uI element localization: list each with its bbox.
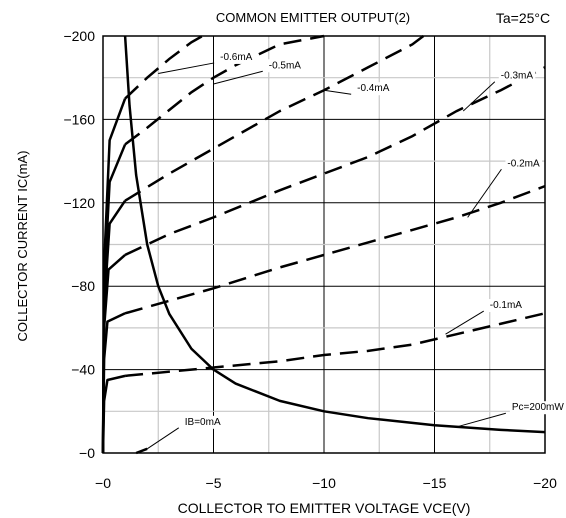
x-tick-label: −0 [95, 475, 111, 491]
series-label-0-2ma: -0.2mA [507, 158, 540, 169]
series-line-ib-0ma [135, 447, 148, 455]
axis-layer: −0 −5 −10 −15 −20 −0 −40 −80 −120 −160 −200 [63, 28, 557, 491]
series-label-0-3ma: -0.3mA [501, 71, 534, 82]
series-leader-0-2ma [467, 168, 502, 218]
y-tick-label: −160 [63, 111, 95, 127]
y-tick-label: −80 [71, 278, 95, 294]
x-tick-label: −10 [312, 475, 336, 491]
series-label-bg-0-4ma [355, 82, 392, 96]
label-layer: IB=0mA -0.1mA -0.2mA -0.3mA -0.4mA -0.5mA -0.6… [146, 50, 566, 450]
y-tick-label: −0 [79, 445, 95, 461]
series-leader-0-1ma [445, 310, 485, 335]
series-label-bg-0-6ma [218, 50, 255, 64]
series-leader-ib-0ma [146, 427, 180, 450]
series-line-0-1ma [101, 374, 126, 454]
series-layer [101, 34, 546, 455]
series-leader-0-3ma [462, 81, 496, 112]
series-line-0-5ma-dashed [124, 34, 325, 146]
series-line-0-1ma-dashed [124, 312, 546, 378]
x-tick-label: −5 [206, 475, 222, 491]
y-tick-label: −120 [63, 195, 95, 211]
series-label-bg-0-2ma [505, 157, 542, 171]
series-line-0-4ma-dashed [124, 35, 425, 202]
series-label-0-1ma: -0.1mA [490, 300, 523, 311]
grid-layer [103, 36, 545, 453]
y-axis-title: COLLECTOR CURRENT IC(mA) [15, 151, 30, 342]
series-line-0-3ma-dashed [124, 66, 546, 257]
series-line-0-6ma [101, 98, 127, 454]
series-label-bg-0-5ma [266, 59, 304, 73]
series-label-0-5ma: -0.5mA [269, 60, 302, 71]
x-tick-label: −15 [423, 475, 447, 491]
x-tick-label: −20 [533, 475, 557, 491]
x-axis-title: COLLECTOR TO EMITTER VOLTAGE VCE(V) [178, 500, 471, 516]
series-label-bg-ib-0ma [182, 415, 223, 429]
y-tick-label: −200 [63, 28, 95, 44]
series-leader-0-5ma [213, 70, 263, 85]
series-label-0-6ma: -0.6mA [220, 52, 253, 63]
series-leader-0-4ma [323, 89, 352, 95]
series-label-bg-0-1ma [487, 299, 525, 313]
series-line-0-2ma-dashed [124, 184, 546, 315]
chart-title: COMMON EMITTER OUTPUT(2) [216, 10, 410, 25]
chart-condition: Ta=25°C [496, 10, 550, 26]
series-label-bg-0-3ma [498, 69, 536, 83]
y-tick-label: −40 [71, 362, 95, 378]
series-label-bg-pc-200mw [509, 401, 566, 415]
series-label-ib-0ma: IB=0mA [185, 417, 221, 428]
series-leader-pc-200mw [456, 412, 506, 428]
series-label-pc-200mw: Pc=200mW [512, 402, 565, 413]
series-label-0-4ma: -0.4mA [357, 83, 390, 94]
series-line-0-6ma-dashed [124, 34, 204, 100]
series-leader-0-6ma [158, 62, 215, 75]
series-line-pc-200mw [123, 35, 546, 434]
